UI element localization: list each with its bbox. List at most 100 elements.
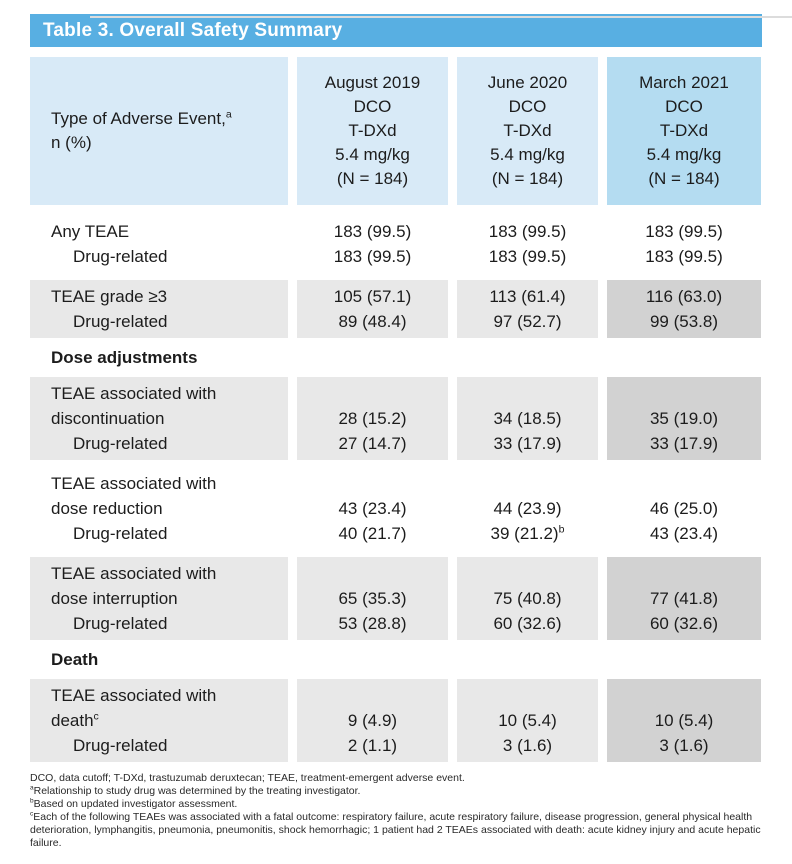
value-drug-related: 60 (32.6) [493, 614, 562, 633]
value-cell: 35 (19.0) 33 (17.9) [607, 377, 761, 460]
value: 113 (61.4) [489, 287, 566, 306]
value-cell: 105 (57.1) 89 (48.4) [297, 280, 448, 338]
value-drug-related: 33 (17.9) [649, 434, 719, 453]
value: 77 (41.8) [649, 589, 719, 608]
value-cell: 183 (99.5) 183 (99.5) [607, 215, 761, 273]
row-label-cell: TEAE grade ≥3 Drug-related [30, 280, 288, 338]
value-cell: 65 (35.3) 53 (28.8) [297, 557, 448, 640]
value: 65 (35.3) [338, 589, 407, 608]
value: 43 (23.4) [338, 499, 407, 518]
row-group-death: TEAE associated with deathc Drug-related… [30, 679, 762, 762]
value-cell: 113 (61.4) 97 (52.7) [457, 280, 598, 338]
header-cell-august-2019: August 2019 DCO T-DXd 5.4 mg/kg (N = 184… [297, 57, 448, 205]
header-cell-march-2021: March 2021 DCO T-DXd 5.4 mg/kg (N = 184) [607, 57, 761, 205]
row-label-drug-related: Drug-related [73, 614, 168, 633]
row-label-cell: TEAE associated with discontinuation Dru… [30, 377, 288, 460]
value: 35 (19.0) [649, 409, 719, 428]
value-cell: 28 (15.2) 27 (14.7) [297, 377, 448, 460]
value-cell: 10 (5.4) 3 (1.6) [607, 679, 761, 762]
row-label: TEAE associated with deathc [51, 683, 288, 733]
table-title: Table 3. Overall Safety Summary [30, 14, 762, 47]
value: 10 (5.4) [498, 711, 557, 730]
value-cell: 43 (23.4) 40 (21.7) [297, 467, 448, 550]
safety-summary-table: Table 3. Overall Safety Summary Type of … [30, 14, 762, 850]
value-drug-related: 183 (99.5) [488, 247, 567, 266]
footnote-a: aRelationship to study drug was determin… [30, 784, 361, 797]
header-cell-row-label: Type of Adverse Event,a n (%) [30, 57, 288, 205]
section-header-death: Death [51, 650, 99, 669]
row-label-drug-related: Drug-related [73, 736, 168, 755]
value: 116 (63.0) [645, 287, 723, 306]
value: 44 (23.9) [493, 499, 562, 518]
row-group-dose-interruption: TEAE associated with dose interruption D… [30, 557, 762, 640]
row-label-drug-related: Drug-related [73, 434, 168, 453]
value-drug-related: 183 (99.5) [333, 247, 412, 266]
value-drug-related: 3 (1.6) [659, 736, 709, 755]
value: 28 (15.2) [338, 409, 407, 428]
header-label-superscript: a [225, 108, 232, 121]
value-cell: 183 (99.5) 183 (99.5) [297, 215, 448, 273]
row-label-drug-related: Drug-related [73, 524, 168, 543]
value-cell: 75 (40.8) 60 (32.6) [457, 557, 598, 640]
row-label: TEAE associated with dose reduction [51, 474, 217, 518]
value: 34 (18.5) [493, 409, 562, 428]
value-text: 39 (21.2) [490, 524, 559, 543]
value-drug-related: 99 (53.8) [649, 312, 719, 331]
value: 10 (5.4) [654, 711, 714, 730]
header-cell-june-2020: June 2020 DCO T-DXd 5.4 mg/kg (N = 184) [457, 57, 598, 205]
row-group-teae-grade-3: TEAE grade ≥3 Drug-related 105 (57.1) 89… [30, 280, 762, 338]
value-drug-related: 39 (21.2)b [457, 521, 598, 546]
section-header-dose-adjustments: Dose adjustments [51, 348, 198, 367]
screenshot-edge-line [90, 16, 792, 18]
row-label: TEAE associated with discontinuation [51, 384, 217, 428]
row-label-cell: TEAE associated with dose interruption D… [30, 557, 288, 640]
footnote-b-superscript: b [558, 523, 565, 536]
value: 9 (4.9) [347, 711, 398, 730]
footnote-b: bBased on updated investigator assessmen… [30, 797, 238, 810]
value-drug-related: 97 (52.7) [493, 312, 562, 331]
row-label-cell: TEAE associated with deathc Drug-related [30, 679, 288, 762]
footnote-c: cEach of the following TEAEs was associa… [30, 810, 761, 849]
value-drug-related: 2 (1.1) [347, 736, 398, 755]
value: 105 (57.1) [333, 287, 412, 306]
value-drug-related: 3 (1.6) [502, 736, 553, 755]
value: 183 (99.5) [488, 222, 567, 241]
header-label-line2: n (%) [51, 133, 92, 152]
value: 46 (25.0) [649, 499, 719, 518]
value-drug-related: 89 (48.4) [338, 312, 407, 331]
value-cell: 46 (25.0) 43 (23.4) [607, 467, 761, 550]
value-cell: 9 (4.9) 2 (1.1) [297, 679, 448, 762]
value-cell: 183 (99.5) 183 (99.5) [457, 215, 598, 273]
value-drug-related: 60 (32.6) [649, 614, 719, 633]
row-group-any-teae: Any TEAE Drug-related 183 (99.5) 183 (99… [30, 215, 762, 273]
footnotes: DCO, data cutoff; T-DXd, trastuzumab der… [30, 772, 765, 850]
header-label-text: Type of Adverse Event, [51, 109, 226, 128]
table-header-row: Type of Adverse Event,a n (%) August 201… [30, 57, 762, 205]
header-label-line1: Type of Adverse Event,a [51, 107, 232, 131]
footnote-c-superscript: c [93, 710, 99, 723]
page: { "title": "Table 3. Overall Safety Summ… [0, 14, 792, 864]
value-drug-related: 43 (23.4) [649, 524, 719, 543]
row-label: Any TEAE [51, 222, 130, 241]
value-drug-related: 27 (14.7) [338, 434, 407, 453]
value-drug-related: 33 (17.9) [493, 434, 562, 453]
value-cell: 77 (41.8) 60 (32.6) [607, 557, 761, 640]
row-label-drug-related: Drug-related [73, 247, 168, 266]
row-group-dose-reduction: TEAE associated with dose reduction Drug… [30, 467, 762, 550]
value-drug-related: 40 (21.7) [338, 524, 407, 543]
value: 183 (99.5) [645, 222, 723, 241]
value: 183 (99.5) [333, 222, 412, 241]
value-drug-related: 53 (28.8) [338, 614, 407, 633]
row-label: TEAE associated with dose interruption [51, 564, 217, 608]
value-drug-related: 183 (99.5) [645, 247, 723, 266]
row-label-drug-related: Drug-related [73, 312, 168, 331]
value-cell: 34 (18.5) 33 (17.9) [457, 377, 598, 460]
row-label: TEAE grade ≥3 [51, 287, 168, 306]
footnote-abbreviations: DCO, data cutoff; T-DXd, trastuzumab der… [30, 772, 465, 784]
row-label-text: TEAE associated with death [51, 686, 217, 730]
row-group-discontinuation: TEAE associated with discontinuation Dru… [30, 377, 762, 460]
value: 75 (40.8) [493, 589, 562, 608]
value-cell: 116 (63.0) 99 (53.8) [607, 280, 761, 338]
value-cell: 10 (5.4) 3 (1.6) [457, 679, 598, 762]
row-label-cell: Any TEAE Drug-related [30, 215, 288, 273]
